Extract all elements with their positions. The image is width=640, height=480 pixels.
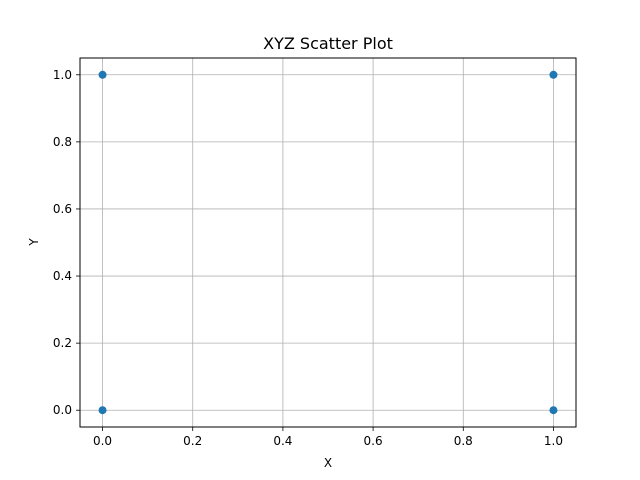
y-tick-label: 1.0 xyxy=(53,68,72,82)
x-tick-label: 0.6 xyxy=(364,434,383,448)
x-tick-label: 0.2 xyxy=(183,434,202,448)
x-tick-label: 0.0 xyxy=(93,434,112,448)
data-point xyxy=(549,406,558,415)
plot-frame xyxy=(79,57,577,428)
x-tick-label: 1.0 xyxy=(544,434,563,448)
data-points xyxy=(98,70,558,415)
x-axis-ticks: 0.0 0.2 0.4 0.6 0.8 1.0 xyxy=(93,427,563,448)
x-tick-label: 0.4 xyxy=(273,434,292,448)
data-point xyxy=(549,70,558,79)
y-axis-ticks: 0.0 0.2 0.4 0.6 0.8 1.0 xyxy=(53,68,80,417)
y-tick-label: 0.8 xyxy=(53,135,72,149)
chart-title: XYZ Scatter Plot xyxy=(263,34,393,53)
y-axis-label: Y xyxy=(27,238,41,247)
y-tick-label: 0.2 xyxy=(53,336,72,350)
data-point xyxy=(98,406,107,415)
x-axis-label: X xyxy=(324,456,332,470)
data-point xyxy=(98,70,107,79)
y-tick-label: 0.6 xyxy=(53,202,72,216)
grid xyxy=(80,58,576,427)
y-tick-label: 0.0 xyxy=(53,403,72,417)
x-tick-label: 0.8 xyxy=(454,434,473,448)
y-tick-label: 0.4 xyxy=(53,269,72,283)
